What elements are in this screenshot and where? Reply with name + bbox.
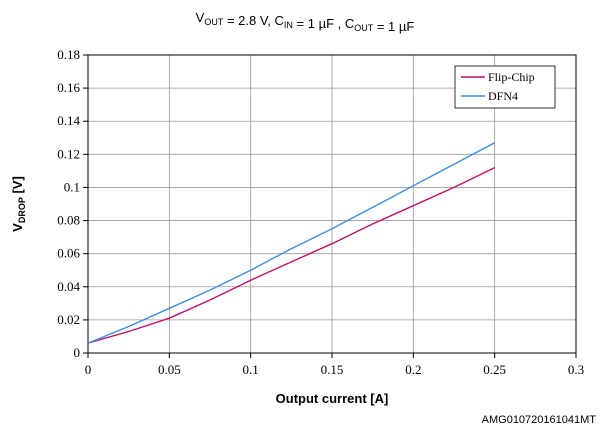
legend-label: Flip-Chip [488, 70, 535, 84]
figure-code: AMG010720161041MT [482, 414, 597, 426]
y-tick-label: 0 [74, 345, 81, 360]
y-tick-label: 0.16 [57, 80, 80, 95]
y-tick-label: 0.06 [57, 246, 80, 261]
chart-title: VOUT = 2.8 V, CIN = 1 µF , COUT = 1 µF [196, 10, 415, 34]
y-axis-ticks: 0 0.02 0.04 0.06 0.08 0.1 0.12 0.14 0.16 0.18 [57, 47, 88, 360]
y-tick-label: 0.02 [57, 312, 80, 327]
x-tick-label: 0.15 [321, 362, 344, 377]
x-tick-label: 0.05 [158, 362, 181, 377]
x-tick-label: 0.1 [243, 362, 259, 377]
y-tick-label: 0.04 [57, 279, 80, 294]
series-layer [87, 142, 496, 344]
y-tick-label: 0.18 [57, 47, 80, 62]
series-line-dfn4 [87, 142, 496, 344]
y-tick-label: 0.14 [57, 113, 80, 128]
x-tick-label: 0.25 [483, 362, 506, 377]
legend-label: DFN4 [488, 89, 518, 103]
legend: Flip-Chip DFN4 [454, 65, 556, 109]
x-axis-ticks: 0 0.05 0.1 0.15 0.2 0.25 0.3 [85, 353, 584, 377]
y-tick-label: 0.08 [57, 213, 80, 228]
legend-box [454, 65, 556, 109]
series-line-flip-chip [87, 166, 496, 344]
x-axis-label: Output current [A] [276, 391, 389, 406]
y-axis-label: VDROP [V] [10, 176, 27, 232]
y-tick-label: 0.12 [57, 146, 80, 161]
y-tick-label: 0.1 [64, 179, 80, 194]
x-tick-label: 0.2 [405, 362, 421, 377]
x-tick-label: 0 [85, 362, 92, 377]
x-tick-label: 0.3 [568, 362, 584, 377]
